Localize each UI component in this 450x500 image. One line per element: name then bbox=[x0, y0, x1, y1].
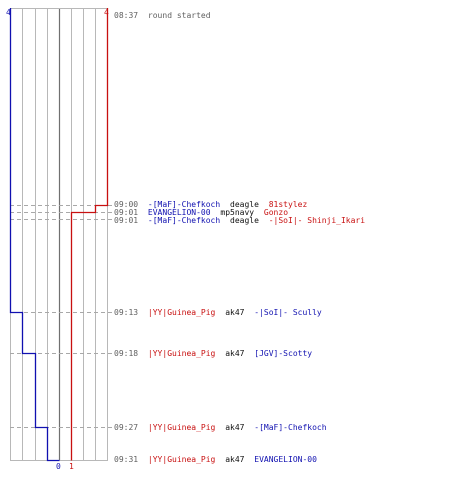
blue-team-line bbox=[9, 8, 60, 462]
event-row: 09:13 |YY|Guinea_Pig ak47 -|SoI|- Scully bbox=[114, 308, 322, 317]
event-row: 09:27 |YY|Guinea_Pig ak47 -[MaF]-Chefkoc… bbox=[114, 423, 327, 432]
red-team-line bbox=[70, 8, 109, 461]
red-end-score: 1 bbox=[69, 462, 74, 471]
red-start-score: 4 bbox=[104, 8, 109, 17]
event-log: 08:37 round started 09:00 -[MaF]-Chefkoc… bbox=[114, 11, 365, 464]
event-row: 09:00 -[MaF]-Chefkoch deagle 81stylez bbox=[114, 200, 307, 209]
blue-end-score: 0 bbox=[56, 462, 61, 471]
event-row: 09:01 -[MaF]-Chefkoch deagle -|SoI|- Shi… bbox=[114, 216, 365, 225]
event-row: 09:01 EVANGELION-00 mp5navy Gonzo bbox=[114, 208, 288, 217]
event-row: 09:31 |YY|Guinea_Pig ak47 EVANGELION-00 bbox=[114, 455, 317, 464]
event-guides bbox=[10, 205, 112, 428]
blue-start-score: 4 bbox=[6, 8, 11, 17]
event-row: 08:37 round started bbox=[114, 11, 211, 20]
event-row: 09:18 |YY|Guinea_Pig ak47 [JGV]-Scotty bbox=[114, 349, 312, 358]
